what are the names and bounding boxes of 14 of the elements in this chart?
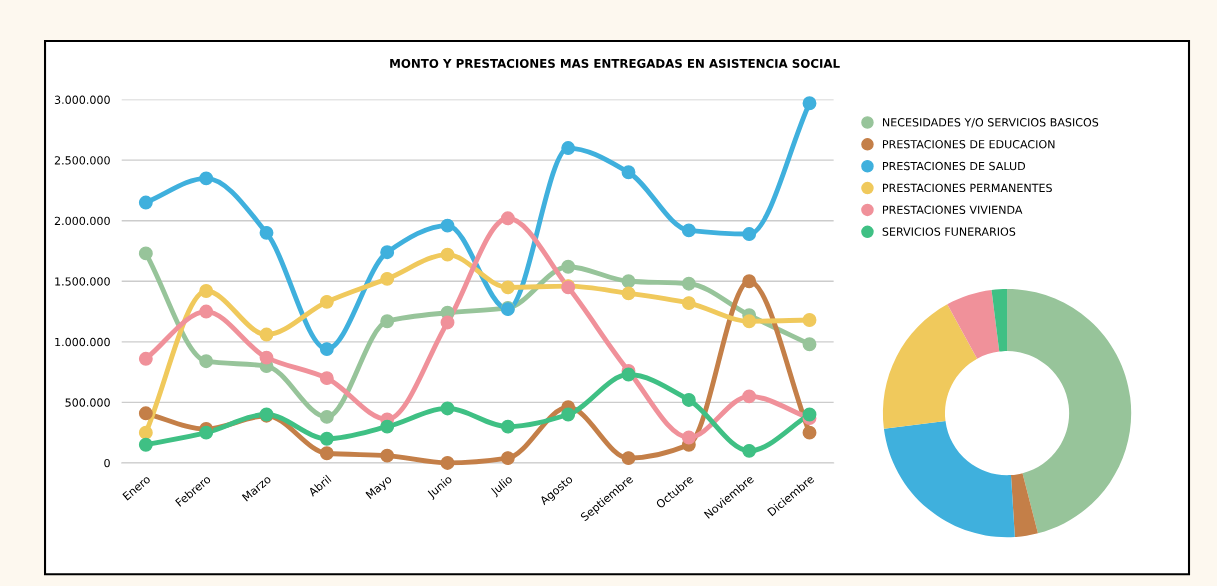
legend-label: NECESIDADES Y/O SERVICIOS BASICOS	[882, 118, 1099, 128]
legend-label: PRESTACIONES PERMANENTES	[882, 183, 1052, 193]
y-tick-label: 500.000	[65, 398, 110, 407]
y-tick-label: 1.000.000	[55, 337, 110, 347]
y-tick-label: 1.500.000	[55, 277, 110, 286]
y-tick-label: 3.000.000	[54, 95, 110, 104]
legend-label: PRESTACIONES DE EDUCACION	[882, 139, 1055, 149]
y-tick-label: 2.500.000	[54, 156, 110, 165]
y-tick-label: 0	[104, 458, 110, 468]
legend-label: PRESTACIONES VIVIENDA	[882, 205, 1023, 214]
legend-label: PRESTACIONES DE SALUD	[882, 161, 1026, 171]
y-tick-label: 2.000.000	[54, 216, 110, 226]
chart-title: MONTO Y PRESTACIONES MAS ENTREGADAS EN ASISTENCIA SOCIAL	[390, 58, 840, 68]
legend-label: SERVICIOS FUNERARIOS	[882, 227, 1016, 236]
